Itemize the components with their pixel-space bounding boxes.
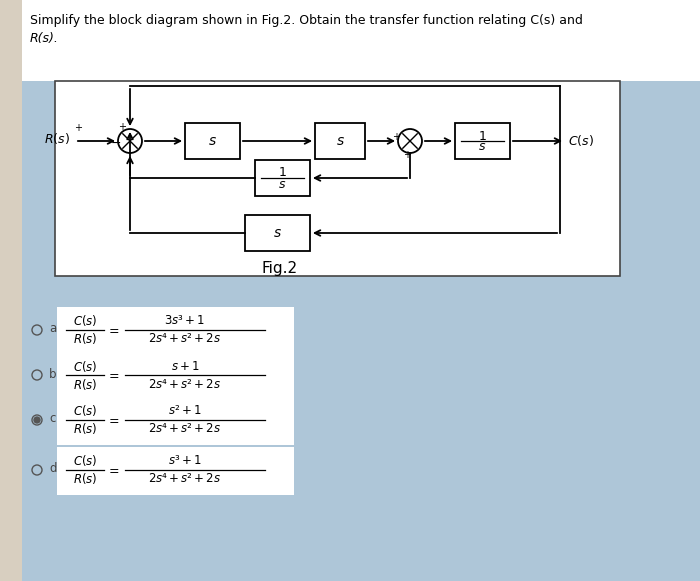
FancyBboxPatch shape	[57, 447, 294, 495]
Text: $s³+1$: $s³+1$	[168, 454, 202, 468]
Text: $s$: $s$	[335, 134, 344, 148]
FancyBboxPatch shape	[185, 123, 240, 159]
Text: $2s⁴+s²+2s$: $2s⁴+s²+2s$	[148, 472, 222, 486]
Text: $s$: $s$	[273, 226, 282, 240]
FancyBboxPatch shape	[57, 397, 294, 445]
FancyBboxPatch shape	[315, 123, 365, 159]
Text: $R(s)$: $R(s)$	[73, 421, 97, 436]
Text: +: +	[118, 122, 126, 132]
Text: $s$: $s$	[279, 178, 286, 191]
Text: c: c	[49, 413, 55, 425]
Text: $=$: $=$	[106, 324, 120, 336]
Text: a: a	[49, 322, 56, 335]
Text: b: b	[49, 368, 57, 381]
FancyBboxPatch shape	[455, 123, 510, 159]
Text: $C(s)$: $C(s)$	[568, 132, 594, 148]
Text: $3s³+1$: $3s³+1$	[164, 314, 206, 328]
Text: $2s⁴+s²+2s$: $2s⁴+s²+2s$	[148, 378, 222, 390]
FancyBboxPatch shape	[255, 160, 310, 196]
Text: $C(s)$: $C(s)$	[73, 314, 97, 328]
Text: $C(s)$: $C(s)$	[73, 454, 97, 468]
Text: $R(s)$: $R(s)$	[73, 376, 97, 392]
Text: $C(s)$: $C(s)$	[73, 358, 97, 374]
FancyBboxPatch shape	[57, 307, 294, 355]
Text: $2s⁴+s²+2s$: $2s⁴+s²+2s$	[148, 332, 222, 346]
Text: $=$: $=$	[106, 414, 120, 426]
FancyBboxPatch shape	[22, 0, 700, 81]
Text: +: +	[403, 150, 411, 160]
FancyBboxPatch shape	[55, 81, 620, 276]
FancyBboxPatch shape	[0, 0, 22, 581]
Text: Fig.2: Fig.2	[262, 260, 298, 275]
FancyBboxPatch shape	[245, 215, 310, 251]
Text: 1: 1	[279, 167, 286, 180]
Text: 1: 1	[479, 130, 486, 142]
Text: +: +	[392, 132, 400, 142]
Text: $R(s)$: $R(s)$	[73, 332, 97, 346]
Text: $=$: $=$	[106, 464, 120, 476]
Circle shape	[34, 417, 40, 423]
Text: R(s).: R(s).	[30, 32, 59, 45]
Text: $R(s)$: $R(s)$	[73, 472, 97, 486]
Text: $C(s)$: $C(s)$	[73, 403, 97, 418]
Text: $s$: $s$	[208, 134, 217, 148]
Text: $s$: $s$	[478, 141, 486, 153]
Text: $2s⁴+s²+2s$: $2s⁴+s²+2s$	[148, 422, 222, 436]
Text: +: +	[74, 123, 82, 133]
Text: d: d	[49, 462, 57, 475]
Text: $R(s)$: $R(s)$	[44, 131, 70, 146]
Text: $s+1$: $s+1$	[171, 360, 199, 372]
Text: Simplify the block diagram shown in Fig.2. Obtain the transfer function relating: Simplify the block diagram shown in Fig.…	[30, 14, 583, 27]
Text: −: −	[111, 137, 121, 149]
FancyBboxPatch shape	[57, 352, 294, 400]
Text: $=$: $=$	[106, 368, 120, 382]
Text: $s²+1$: $s²+1$	[168, 404, 202, 418]
